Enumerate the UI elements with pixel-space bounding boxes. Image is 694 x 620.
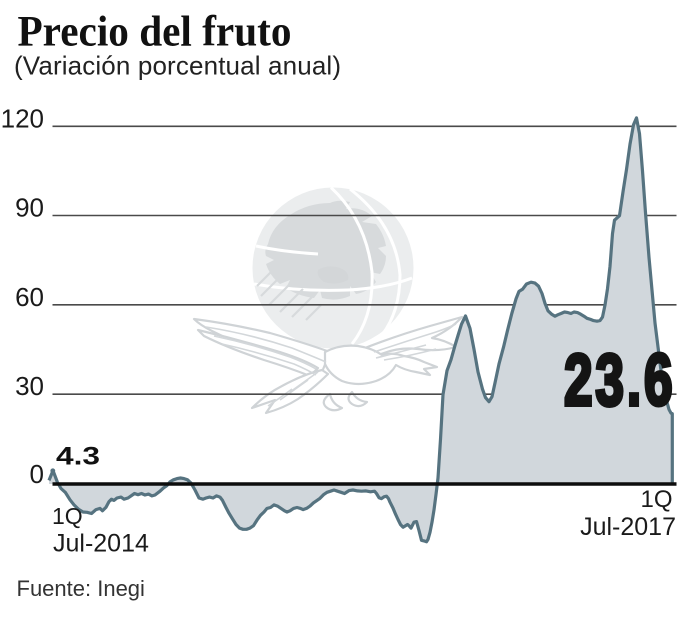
svg-text:(Variación porcentual anual): (Variación porcentual anual) <box>14 51 341 81</box>
svg-text:1Q: 1Q <box>52 503 83 529</box>
svg-text:Fuente: Inegi: Fuente: Inegi <box>17 576 145 601</box>
svg-text:60: 60 <box>15 282 44 312</box>
svg-text:23.6: 23.6 <box>564 340 675 421</box>
svg-text:Precio del fruto: Precio del fruto <box>18 9 292 56</box>
svg-text:120: 120 <box>1 103 44 133</box>
svg-text:Jul-2014: Jul-2014 <box>53 530 149 558</box>
svg-text:90: 90 <box>15 193 44 223</box>
svg-text:4.3: 4.3 <box>56 443 100 471</box>
svg-text:30: 30 <box>15 371 44 401</box>
svg-text:1Q: 1Q <box>640 486 672 513</box>
svg-text:Jul-2017: Jul-2017 <box>580 513 676 541</box>
svg-text:0: 0 <box>30 459 44 489</box>
